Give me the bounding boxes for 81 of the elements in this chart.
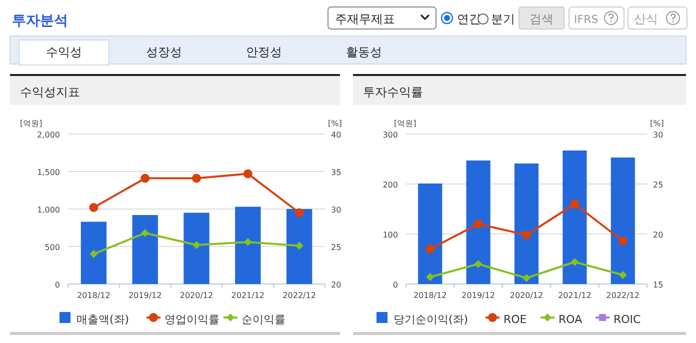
bar	[514, 164, 539, 284]
text: 활동성	[346, 45, 382, 59]
legend-label: ROIC	[614, 313, 642, 326]
y2-tick-label: 20	[653, 230, 664, 240]
point	[192, 241, 200, 249]
bar	[286, 209, 312, 284]
chart-title: 수익성지표	[20, 85, 80, 99]
y2-tick-label: 20	[331, 280, 342, 290]
legend-label: ROE	[504, 313, 527, 326]
x-tick-label: 2019/12	[462, 291, 495, 300]
point	[426, 273, 434, 281]
y2-tick-label: 30	[331, 206, 342, 214]
point	[294, 208, 304, 218]
point	[89, 203, 98, 212]
text: 성장성	[146, 45, 182, 59]
bar	[466, 160, 490, 284]
bar	[80, 222, 107, 284]
text: 분기	[491, 12, 515, 26]
y-axis-title: [억원]	[394, 119, 416, 128]
legend-label: ROA	[558, 313, 583, 326]
point	[522, 230, 531, 240]
x-tick-label: 2019/12	[128, 291, 162, 300]
y2-tick-label: 30	[653, 130, 664, 140]
point	[618, 271, 627, 279]
bar	[418, 184, 442, 284]
text: 수익성	[46, 45, 82, 59]
y2-tick-label: 25	[331, 243, 342, 252]
point	[90, 250, 98, 258]
point	[295, 242, 304, 250]
y2-tick-label: 40	[331, 130, 342, 140]
bar	[610, 158, 635, 284]
point	[141, 229, 150, 237]
y-tick-label: 200	[382, 180, 398, 190]
point	[618, 236, 628, 246]
point	[570, 200, 580, 208]
x-tick-label: 2020/12	[510, 291, 544, 300]
y-tick-label: 0	[392, 280, 398, 290]
point	[192, 174, 201, 183]
point	[474, 260, 482, 268]
y-tick-label: 1,500	[37, 168, 60, 177]
y-tick-label: 1,000	[37, 206, 60, 214]
x-tick-label: 2022/12	[606, 291, 640, 300]
y2-tick-label: 15	[653, 280, 664, 290]
bar	[132, 215, 158, 284]
y2-axis-title: [%]	[650, 119, 664, 128]
y-axis-title: [억원]	[20, 119, 42, 128]
text: 안정성	[246, 45, 282, 59]
legend-label: 매출액(좌)	[76, 313, 130, 326]
x-tick-label: 2020/12	[180, 291, 214, 300]
text: 검색	[530, 12, 554, 26]
bar	[235, 206, 261, 284]
point	[243, 169, 252, 178]
legend-label: 당기순이익(좌)	[394, 313, 468, 326]
text: 산식	[634, 12, 658, 26]
y-tick-label: 2,000	[37, 130, 60, 140]
legend-label: 순이익률	[242, 313, 286, 326]
point	[474, 220, 483, 228]
point	[244, 238, 252, 246]
y-tick-label: 500	[44, 243, 60, 252]
text: 투자분석	[12, 13, 68, 29]
y2-axis-title: [%]	[328, 119, 342, 128]
y-tick-label: 0	[54, 280, 60, 290]
text: IFRS	[574, 13, 598, 26]
y-tick-label: 300	[382, 130, 398, 140]
legend-label: 영업이익률	[164, 313, 220, 326]
text: 주재무제표	[335, 12, 395, 26]
point	[426, 244, 435, 254]
x-tick-label: 2022/12	[282, 291, 316, 300]
point	[140, 174, 150, 183]
chart-title: 투자수익률	[363, 85, 423, 99]
point	[522, 274, 530, 282]
y2-tick-label: 25	[653, 180, 664, 190]
bar	[562, 150, 587, 284]
x-tick-label: 2018/12	[77, 291, 110, 300]
bar	[184, 212, 210, 284]
x-tick-label: 2018/12	[413, 291, 447, 300]
y2-tick-label: 35	[331, 168, 342, 177]
x-tick-label: 2021/12	[558, 291, 592, 300]
point	[570, 258, 579, 266]
x-tick-label: 2021/12	[231, 291, 265, 300]
y-tick-label: 100	[382, 230, 398, 240]
